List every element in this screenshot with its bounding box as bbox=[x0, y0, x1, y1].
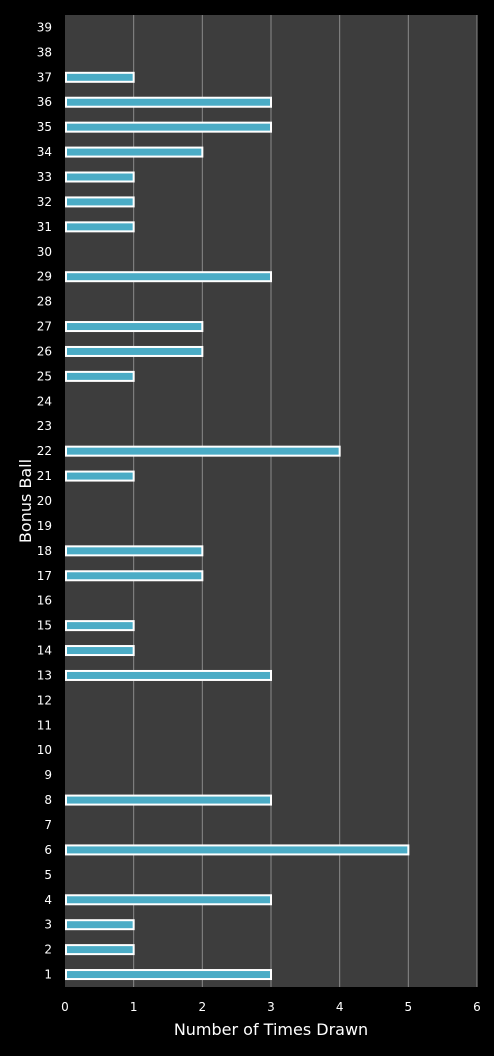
y-tick-label: 34 bbox=[37, 145, 52, 159]
bar bbox=[65, 969, 272, 981]
y-tick-label: 29 bbox=[37, 270, 52, 284]
y-axis-label: Bonus Ball bbox=[16, 459, 35, 543]
y-tick-label: 6 bbox=[44, 843, 52, 857]
bar bbox=[65, 919, 135, 931]
y-tick-label: 38 bbox=[37, 45, 52, 59]
bar bbox=[65, 944, 135, 956]
y-tick-label: 5 bbox=[44, 868, 52, 882]
y-tick-label: 36 bbox=[37, 95, 52, 109]
y-tick-label: 14 bbox=[37, 644, 52, 658]
y-tick-labels: 1234567891011121314151617181920212223242… bbox=[37, 20, 52, 981]
y-tick-label: 19 bbox=[37, 519, 52, 533]
y-tick-label: 13 bbox=[37, 668, 52, 682]
bar bbox=[65, 570, 204, 582]
y-tick-label: 7 bbox=[44, 818, 52, 832]
y-tick-label: 28 bbox=[37, 295, 52, 309]
y-tick-label: 11 bbox=[37, 718, 52, 732]
bar bbox=[65, 794, 272, 806]
y-tick-label: 9 bbox=[44, 768, 52, 782]
bar bbox=[65, 620, 135, 632]
bar bbox=[65, 171, 135, 183]
y-tick-label: 30 bbox=[37, 245, 52, 259]
x-tick-label: 6 bbox=[473, 1000, 481, 1014]
y-tick-label: 35 bbox=[37, 120, 52, 134]
y-tick-label: 4 bbox=[44, 893, 52, 907]
y-tick-label: 24 bbox=[37, 394, 52, 408]
bar bbox=[65, 271, 272, 283]
x-tick-label: 1 bbox=[130, 1000, 138, 1014]
bar bbox=[65, 545, 204, 557]
y-tick-label: 25 bbox=[37, 369, 52, 383]
bar bbox=[65, 470, 135, 482]
x-tick-labels: 0 1 2 3 4 5 6 bbox=[61, 1000, 481, 1014]
bar bbox=[65, 894, 272, 906]
bars bbox=[65, 71, 410, 981]
bar bbox=[65, 370, 135, 382]
y-tick-label: 31 bbox=[37, 220, 52, 234]
y-tick-label: 32 bbox=[37, 195, 52, 209]
y-tick-label: 20 bbox=[37, 494, 52, 508]
bar bbox=[65, 221, 135, 233]
y-tick-label: 3 bbox=[44, 918, 52, 932]
y-tick-label: 27 bbox=[37, 320, 52, 334]
y-tick-label: 2 bbox=[44, 943, 52, 957]
bar bbox=[65, 844, 410, 856]
x-tick-label: 5 bbox=[405, 1000, 413, 1014]
bar bbox=[65, 645, 135, 657]
x-tick-label: 3 bbox=[267, 1000, 275, 1014]
y-tick-label: 8 bbox=[44, 793, 52, 807]
y-tick-label: 33 bbox=[37, 170, 52, 184]
x-tick-label: 4 bbox=[336, 1000, 344, 1014]
bar bbox=[65, 146, 204, 158]
y-tick-label: 37 bbox=[37, 70, 52, 84]
y-tick-label: 22 bbox=[37, 444, 52, 458]
y-tick-label: 18 bbox=[37, 544, 52, 558]
bar bbox=[65, 445, 341, 457]
y-tick-label: 17 bbox=[37, 569, 52, 583]
y-tick-label: 12 bbox=[37, 693, 52, 707]
bar bbox=[65, 345, 204, 357]
bar bbox=[65, 196, 135, 208]
x-tick-label: 0 bbox=[61, 1000, 69, 1014]
y-tick-label: 21 bbox=[37, 469, 52, 483]
y-tick-label: 16 bbox=[37, 594, 52, 608]
bar bbox=[65, 669, 272, 681]
x-axis-label: Number of Times Drawn bbox=[174, 1020, 368, 1039]
y-tick-label: 23 bbox=[37, 419, 52, 433]
y-tick-label: 1 bbox=[44, 968, 52, 982]
y-tick-label: 15 bbox=[37, 619, 52, 633]
bar bbox=[65, 321, 204, 333]
x-tick-label: 2 bbox=[199, 1000, 207, 1014]
bar bbox=[65, 121, 272, 133]
bar bbox=[65, 96, 272, 108]
y-tick-label: 10 bbox=[37, 743, 52, 757]
y-tick-label: 26 bbox=[37, 344, 52, 358]
bar bbox=[65, 71, 135, 83]
y-tick-label: 39 bbox=[37, 20, 52, 34]
